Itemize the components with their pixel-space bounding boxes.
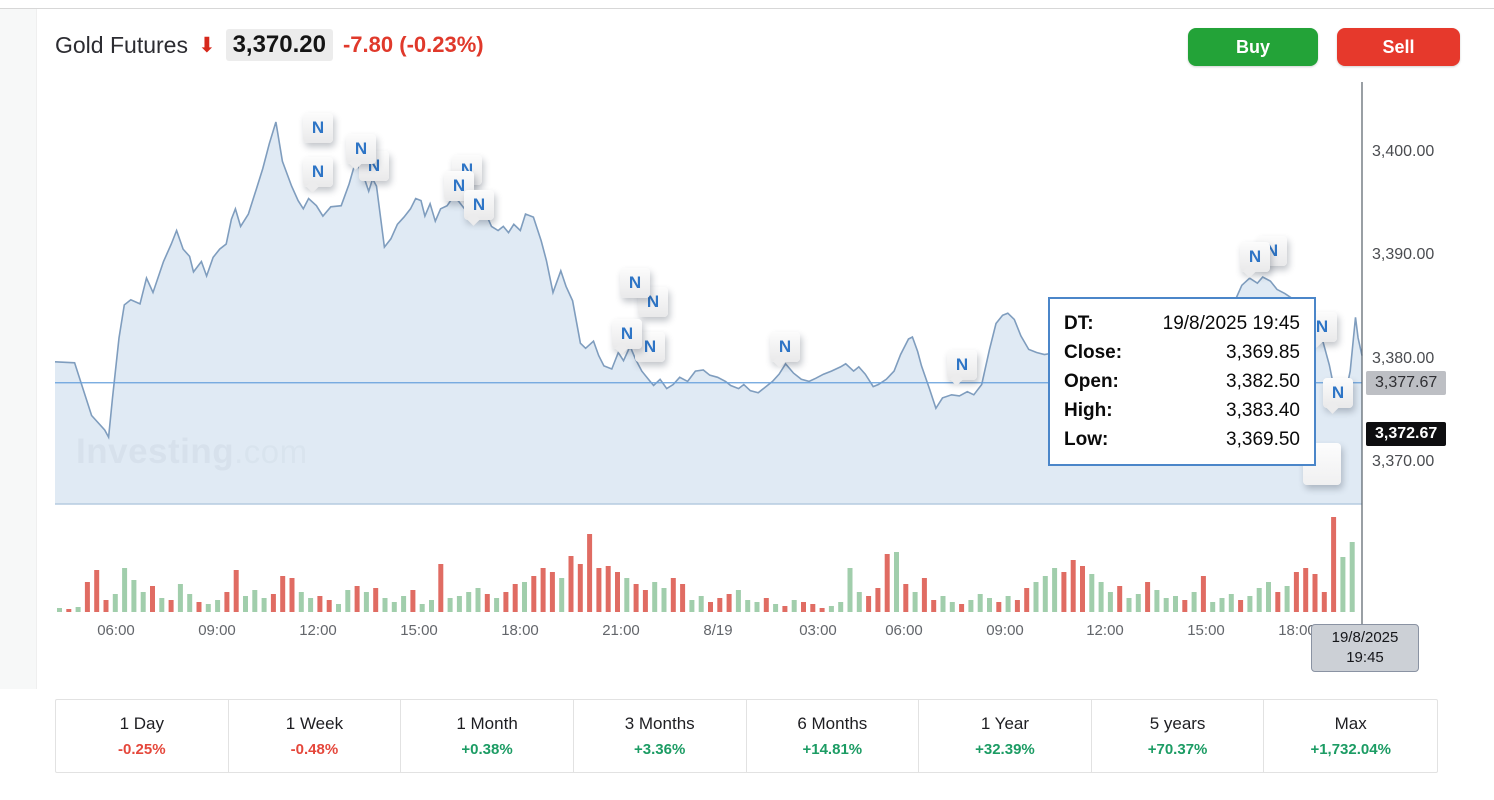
news-marker[interactable]: N [346, 134, 376, 164]
perf-cell-5-years[interactable]: 5 years +70.37% [1092, 700, 1265, 772]
tooltip-label: High: [1064, 400, 1113, 421]
perf-label: 6 Months [797, 714, 868, 733]
x-axis-label: 12:00 [1086, 622, 1124, 639]
performance-bar: 1 Day -0.25% 1 Week -0.48% 1 Month +0.38% 3 Mo… [55, 699, 1438, 773]
tooltip-value: 19/8/2025 19:45 [1162, 313, 1300, 334]
perf-value: +0.38% [461, 741, 513, 758]
perf-value: +32.39% [975, 741, 1035, 758]
x-axis-label: 18:00 [1278, 622, 1316, 639]
tooltip-row: Open: 3,382.50 [1064, 367, 1300, 396]
perf-cell-1-day[interactable]: 1 Day -0.25% [56, 700, 229, 772]
perf-label: 1 Day [119, 714, 165, 733]
price-down-arrow-icon: ⬇ [197, 33, 216, 57]
last-price-badge: 3,372.67 [1366, 422, 1447, 447]
instrument-header: Gold Futures ⬇ 3,370.20 -7.80 (-0.23%) [55, 24, 484, 66]
x-axis-label: 03:00 [799, 622, 837, 639]
sell-button[interactable]: Sell [1337, 28, 1460, 66]
tooltip-label: Low: [1064, 429, 1109, 450]
perf-value: -0.48% [290, 741, 339, 758]
crosshair-time: 19:45 [1346, 649, 1384, 666]
y-axis-label: 3,380.00 [1372, 349, 1435, 367]
instrument-title: Gold Futures [55, 31, 188, 58]
tooltip-label: Open: [1064, 371, 1119, 392]
news-marker[interactable]: N [612, 319, 642, 349]
perf-label: 1 Month [456, 714, 518, 733]
perf-value: +70.37% [1147, 741, 1208, 758]
x-axis-label: 06:00 [885, 622, 923, 639]
y-axis-label: 3,390.00 [1372, 246, 1435, 264]
tooltip-label: Close: [1064, 342, 1123, 363]
ohlc-tooltip: DT: 19/8/2025 19:45 Close: 3,369.85 Open: 3,3… [1048, 297, 1316, 466]
news-marker[interactable]: N [947, 350, 977, 380]
perf-value: +1,732.04% [1310, 741, 1391, 758]
y-axis-label: 3,400.00 [1372, 143, 1435, 160]
x-axis-label: 06:00 [97, 622, 135, 639]
y-axis-label: 3,370.00 [1372, 453, 1435, 470]
perf-cell-1-week[interactable]: 1 Week -0.48% [229, 700, 402, 772]
left-gutter [0, 9, 37, 689]
top-divider [0, 8, 1494, 9]
x-axis-label: 09:00 [198, 622, 236, 639]
tooltip-row: High: 3,383.40 [1064, 396, 1300, 425]
tooltip-label: DT: [1064, 313, 1094, 334]
prev-close-badge: 3,377.67 [1366, 370, 1447, 395]
news-marker[interactable]: N [770, 332, 800, 362]
news-marker[interactable]: N [303, 113, 333, 143]
x-axis-label: 15:00 [1187, 622, 1225, 639]
tooltip-row: Close: 3,369.85 [1064, 338, 1300, 367]
crosshair-time-badge: 19/8/2025 19:45 [1311, 624, 1419, 672]
tooltip-value: 3,369.50 [1226, 429, 1300, 450]
perf-value: +14.81% [802, 741, 863, 758]
tooltip-row: DT: 19/8/2025 19:45 [1064, 309, 1300, 338]
news-marker[interactable]: N [620, 268, 650, 298]
perf-cell-6-months[interactable]: 6 Months +14.81% [747, 700, 920, 772]
perf-cell-1-month[interactable]: 1 Month +0.38% [401, 700, 574, 772]
price-change: -7.80 (-0.23%) [342, 32, 484, 57]
perf-cell-1-year[interactable]: 1 Year +32.39% [919, 700, 1092, 772]
news-marker[interactable]: N [1323, 378, 1353, 408]
perf-label: Max [1334, 714, 1367, 733]
x-axis-label: 18:00 [501, 622, 539, 639]
news-marker[interactable]: N [1240, 242, 1270, 272]
perf-label: 1 Year [980, 714, 1030, 733]
perf-value: +3.36% [634, 741, 686, 758]
last-price-value: 3,370.20 [225, 29, 333, 61]
x-axis-label: 21:00 [602, 622, 640, 639]
perf-label: 5 years [1149, 714, 1206, 733]
x-axis-label: 12:00 [299, 622, 337, 639]
crosshair-date: 19/8/2025 [1331, 629, 1399, 646]
tooltip-value: 3,383.40 [1226, 400, 1300, 421]
perf-label: 3 Months [624, 714, 695, 733]
x-axis-label: 09:00 [986, 622, 1024, 639]
perf-label: 1 Week [285, 714, 344, 733]
tooltip-row: Low: 3,369.50 [1064, 425, 1300, 454]
perf-cell-3-months[interactable]: 3 Months +3.36% [574, 700, 747, 772]
x-axis-label: 8/19 [703, 622, 733, 639]
perf-value: -0.25% [118, 741, 166, 758]
news-marker[interactable]: N [303, 157, 333, 187]
news-marker[interactable]: N [464, 190, 494, 220]
tooltip-value: 3,382.50 [1226, 371, 1300, 392]
buy-button[interactable]: Buy [1188, 28, 1318, 66]
perf-cell-max[interactable]: Max +1,732.04% [1264, 700, 1437, 772]
x-axis-label: 15:00 [400, 622, 438, 639]
tooltip-value: 3,369.85 [1226, 342, 1300, 363]
